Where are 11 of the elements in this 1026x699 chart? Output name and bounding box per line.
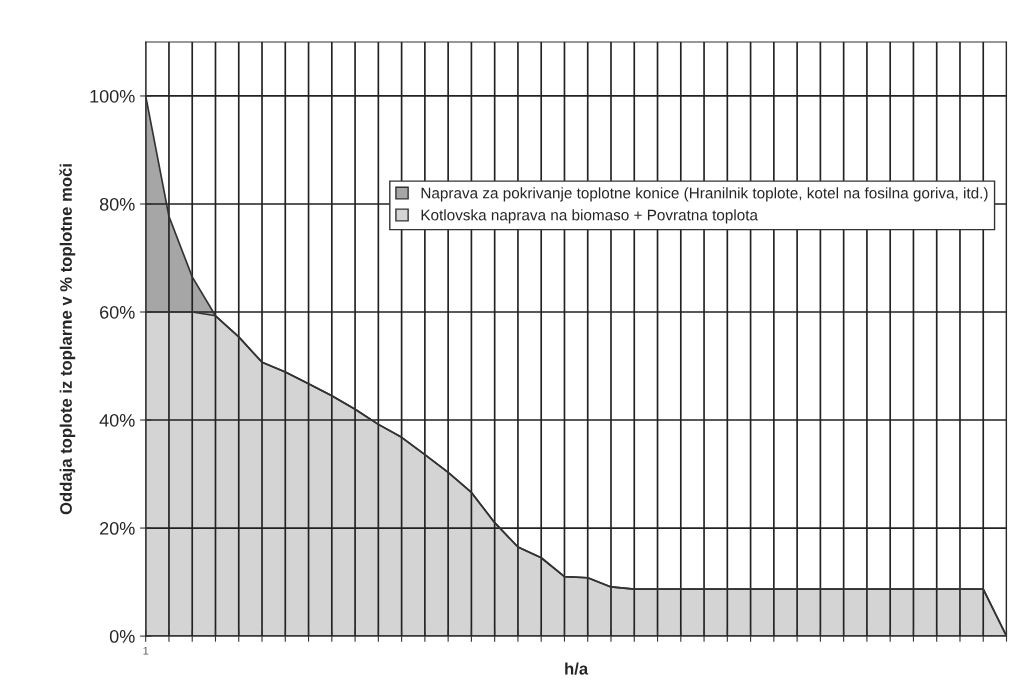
y-tick-label: 40% <box>99 413 135 427</box>
y-tick-label: 20% <box>100 522 135 535</box>
y-tick-label: 60% <box>100 305 135 319</box>
x-axis-title: h/a <box>565 662 589 675</box>
y-tick-label: 80% <box>99 197 135 211</box>
y-axis-title: Oddaja toplote iz toplarne v % toplotne moči <box>59 164 76 515</box>
y-tick-label: 0% <box>109 630 135 643</box>
legend-label: Naprava za pokrivanje toplotne konice (Hranilnik toplote, kotel na fosilna goriva, itd.) <box>421 187 988 202</box>
legend-label: Kotlovska naprava na biomaso + Povratna toplota <box>421 209 758 224</box>
x-tick-label: 1 <box>143 646 149 655</box>
y-tick-label: 100% <box>90 89 135 103</box>
